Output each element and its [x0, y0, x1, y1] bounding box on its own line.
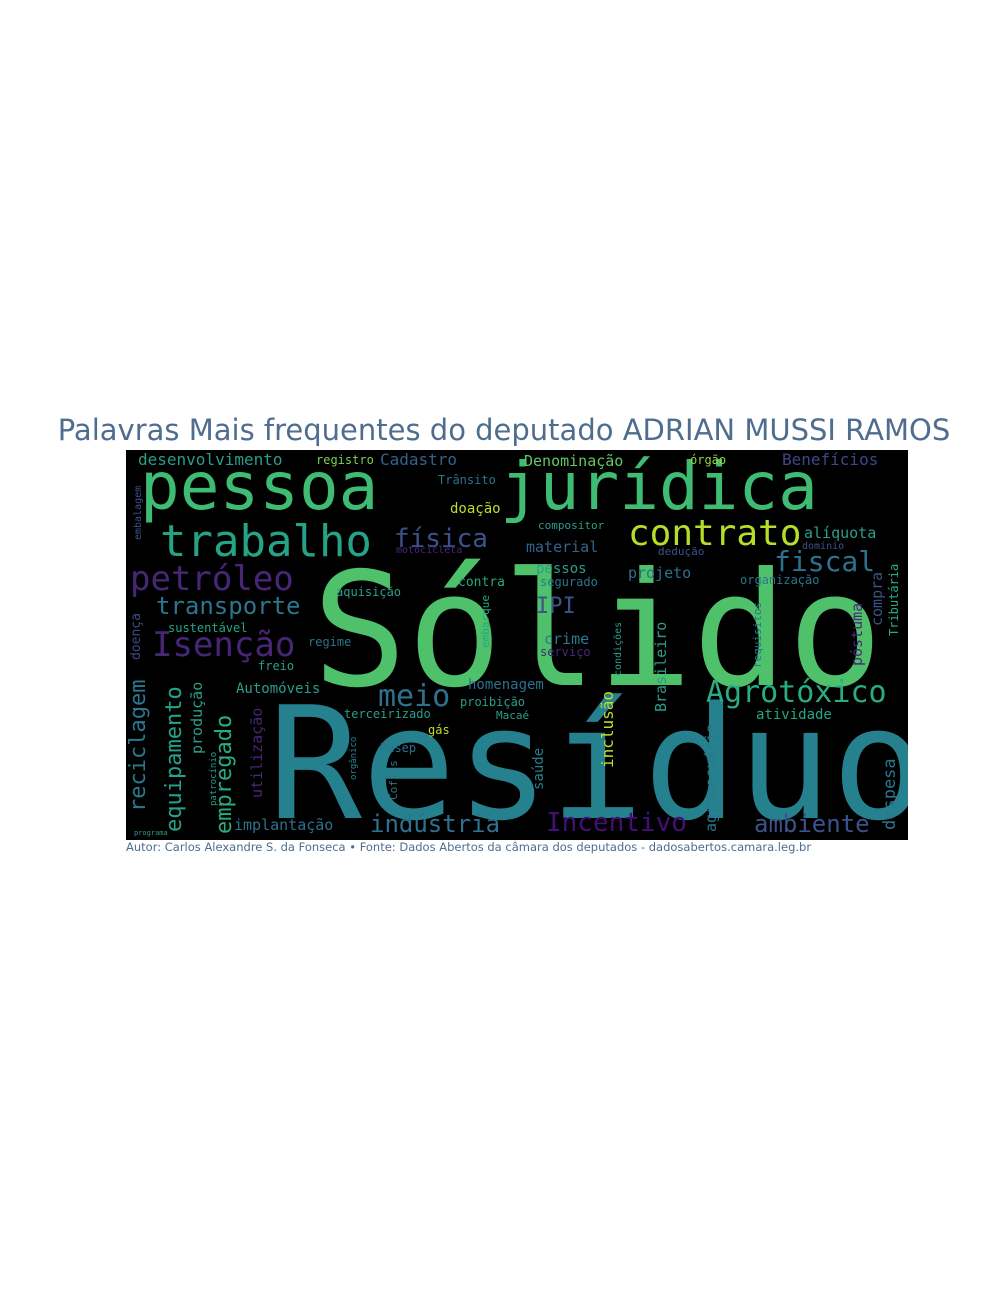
cloud-word: pessos: [536, 561, 587, 577]
cloud-word: Brasileiro: [652, 621, 670, 712]
cloud-word: compositor: [538, 519, 605, 532]
cloud-word: física: [394, 524, 488, 554]
cloud-word: atividade: [756, 707, 832, 723]
cloud-word: IPI: [536, 594, 576, 619]
cloud-word: dedução: [658, 545, 705, 558]
cloud-word: indústria: [370, 810, 501, 838]
cloud-word: registro: [316, 453, 374, 467]
cloud-word: gás: [428, 723, 450, 737]
cloud-word: agropecuária: [702, 723, 720, 832]
cloud-word: meio: [378, 679, 451, 714]
cloud-word: Automóveis: [236, 681, 321, 697]
cloud-word: reciclagem: [126, 679, 151, 812]
cloud-word: Macaé: [496, 709, 530, 722]
cloud-word: Cofins: [387, 760, 400, 800]
cloud-word: órgão: [690, 453, 727, 467]
cloud-word: doença: [129, 613, 144, 660]
cloud-word: Denominação: [524, 452, 624, 470]
cloud-word: contrato: [628, 513, 802, 554]
cloud-word: organização: [740, 573, 820, 587]
cloud-word: pessoa: [140, 450, 379, 525]
cloud-word: Resíduo: [268, 673, 908, 840]
cloud-word: embalagem: [133, 485, 144, 540]
cloud-word: despesa: [880, 758, 900, 830]
cloud-word: utilização: [248, 707, 266, 798]
cloud-word: Incentivo: [546, 808, 687, 838]
cloud-word: jurídica: [500, 450, 818, 525]
cloud-word: embarque: [479, 595, 492, 648]
cloud-word: requisitos: [751, 601, 764, 668]
word-cloud: Sólido Resíduo pessoa jurídica trabalho contr…: [126, 450, 908, 840]
cloud-word: condições: [613, 621, 624, 676]
cloud-word: Agrotóxico: [706, 675, 887, 710]
cloud-word: contra: [458, 575, 505, 590]
cloud-word: Benefícios: [782, 450, 879, 469]
cloud-word: crime: [544, 630, 590, 648]
cloud-word: inclusão: [598, 690, 617, 768]
cloud-word: material: [526, 538, 599, 556]
cloud-word: orgânico: [349, 736, 359, 780]
cloud-word: saúde: [531, 747, 547, 790]
cloud-word: motocicleta: [396, 545, 463, 556]
cloud-word: ambiente: [754, 810, 870, 838]
cloud-word: homenagem: [468, 677, 544, 693]
cloud-word: aquisição: [336, 585, 402, 599]
cloud-word: programa: [134, 829, 168, 837]
cloud-word: equipamento: [162, 686, 187, 832]
source-footer: Autor: Carlos Alexandre S. da Fonseca • …: [126, 840, 812, 854]
cloud-word: compra: [868, 571, 886, 626]
cloud-word: sustentável: [168, 621, 248, 635]
cloud-word: alíquota: [804, 524, 877, 542]
cloud-word: produção: [188, 681, 206, 754]
cloud-word: Trânsito: [438, 473, 496, 487]
cloud-word: patrocínio: [209, 751, 219, 806]
chart-title: Palavras Mais frequentes do deputado ADR…: [57, 413, 951, 447]
cloud-word: fiscal: [774, 545, 876, 578]
cloud-word: transporte: [156, 592, 301, 620]
cloud-word: Tributária: [887, 563, 901, 636]
cloud-word: terceirizado: [344, 707, 431, 721]
cloud-word: trabalho: [160, 516, 372, 567]
cloud-word: domínio: [802, 541, 845, 552]
cloud-word: Isenção: [152, 625, 296, 665]
cloud-word: Sólido: [312, 539, 883, 723]
cloud-word: segurado: [540, 575, 598, 589]
cloud-word: desenvolvimento: [138, 450, 283, 469]
cloud-word: implantação: [234, 816, 334, 834]
cloud-word: Pasep: [380, 741, 417, 755]
cloud-word: regime: [308, 635, 352, 649]
cloud-word: projeto: [628, 564, 692, 582]
cloud-word: proibição: [460, 695, 526, 709]
cloud-word: Cadastro: [380, 450, 458, 469]
cloud-word: serviço: [540, 645, 591, 659]
cloud-word: petróleo: [130, 559, 294, 599]
cloud-word: doação: [450, 501, 501, 517]
cloud-word: póstuma: [848, 602, 866, 666]
cloud-word: freio: [258, 659, 295, 673]
